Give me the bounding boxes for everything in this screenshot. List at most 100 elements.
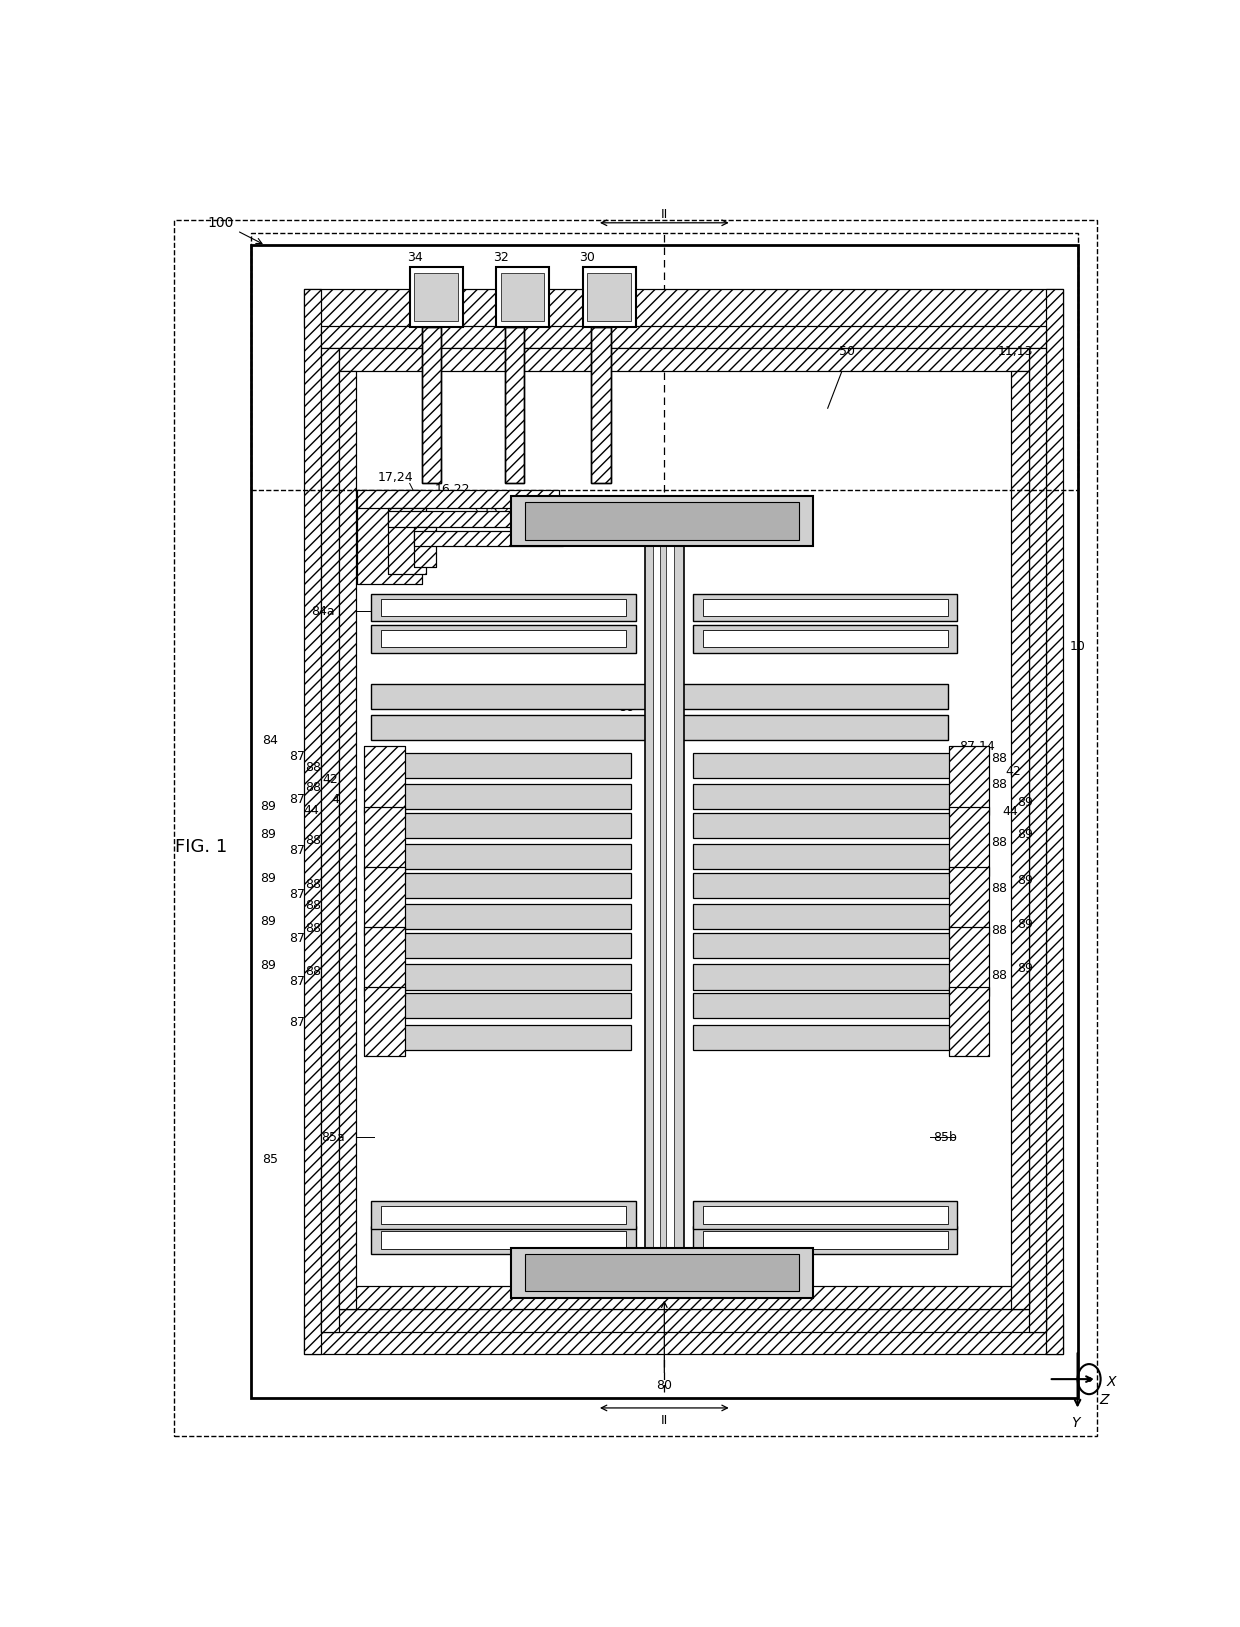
Bar [949,807,990,875]
Text: 89: 89 [260,872,277,885]
Text: 87: 87 [289,792,305,805]
Bar [381,1232,626,1250]
Bar [388,511,556,527]
Text: 87: 87 [289,932,305,945]
Bar [371,1025,631,1049]
Bar [703,599,947,617]
Text: 16,22: 16,22 [435,483,471,496]
Bar [388,509,427,574]
Text: 40: 40 [541,524,557,537]
Bar [949,988,990,1056]
Text: 88: 88 [991,882,1007,895]
Bar [666,496,675,1298]
Bar [304,1316,1063,1354]
Text: 87: 87 [976,1019,992,1032]
Bar [949,807,990,875]
Text: 42: 42 [322,773,337,786]
Bar [1028,348,1045,1331]
Bar [365,988,404,1056]
Bar [645,496,683,1298]
Bar [1012,371,1028,1310]
Text: 87: 87 [976,934,992,947]
Text: 88: 88 [991,836,1007,849]
Bar [371,784,631,809]
Bar [321,325,1045,348]
Bar [505,327,525,483]
Bar [371,753,631,778]
Text: 86: 86 [618,701,634,714]
Bar [357,490,422,584]
Bar [1012,371,1028,1310]
Text: 88: 88 [305,921,321,934]
Text: 87,14: 87,14 [959,740,994,753]
Text: 87: 87 [289,888,305,901]
Bar [388,511,556,527]
Bar [371,992,631,1019]
Bar [304,290,1063,327]
Bar [304,290,1063,327]
Text: 30: 30 [579,252,595,264]
Text: 87: 87 [976,791,992,804]
Bar [388,509,427,574]
Bar [414,530,563,547]
Bar [250,246,1078,1398]
Text: 89: 89 [260,828,277,841]
Text: 89: 89 [260,916,277,929]
Text: 17,24: 17,24 [377,470,413,483]
Bar [693,905,952,929]
Bar [693,1227,957,1254]
Bar [371,625,635,652]
Bar [371,683,947,709]
Text: 85a: 85a [321,1131,345,1144]
Bar [321,1310,1045,1331]
Text: 88: 88 [305,965,321,978]
Bar [414,527,435,568]
Bar [381,1206,626,1224]
Text: 85: 85 [263,1154,278,1167]
Text: 82: 82 [599,1256,615,1269]
Text: 87: 87 [976,890,992,903]
Text: 88: 88 [991,778,1007,791]
Bar [365,988,404,1056]
Bar [496,267,549,327]
Bar [357,490,558,509]
Bar [422,327,441,483]
Text: 87: 87 [289,1015,305,1028]
Bar [371,965,631,989]
Bar [1028,348,1045,1331]
Bar [501,273,544,321]
Text: 85b: 85b [932,1131,957,1144]
Text: 87: 87 [289,976,305,989]
Text: 88: 88 [991,753,1007,765]
Bar [339,371,356,1310]
Bar [371,905,631,929]
Bar [339,1287,1028,1310]
Text: 81: 81 [510,535,526,548]
Text: Z: Z [1100,1393,1110,1407]
Bar [365,927,404,996]
Text: 89: 89 [1017,828,1033,841]
Bar [357,490,422,584]
Bar [304,1316,1063,1354]
Text: 42: 42 [1006,765,1021,778]
Bar [949,867,990,936]
Bar [339,1287,1028,1310]
Bar [949,867,990,936]
Text: 88: 88 [991,924,1007,937]
Text: X: X [1106,1375,1116,1388]
Text: 100: 100 [208,215,262,244]
Bar [703,1232,947,1250]
Bar [422,327,441,483]
Bar [1045,290,1063,1354]
Bar [703,630,947,648]
Bar [693,753,952,778]
Bar [1045,290,1063,1354]
Bar [365,807,404,875]
Bar [693,934,952,958]
Bar [693,1025,952,1049]
Text: 87: 87 [289,844,305,857]
Bar [693,625,957,652]
Bar [321,1310,1045,1331]
Text: 89: 89 [1017,962,1033,975]
Text: 84: 84 [263,734,278,747]
